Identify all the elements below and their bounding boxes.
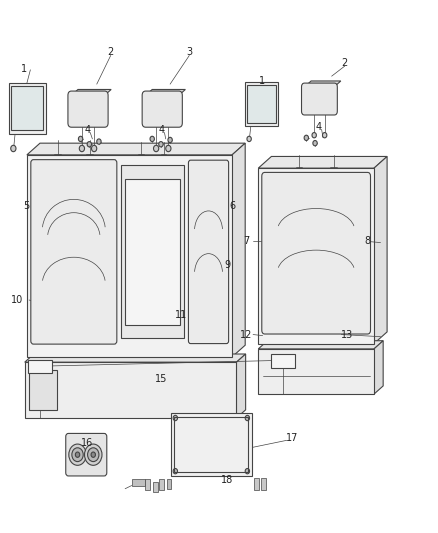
FancyBboxPatch shape bbox=[261, 478, 266, 490]
Polygon shape bbox=[25, 354, 246, 362]
Circle shape bbox=[85, 444, 102, 465]
Polygon shape bbox=[304, 81, 341, 87]
Text: 4: 4 bbox=[158, 125, 164, 135]
Text: 1: 1 bbox=[21, 64, 27, 74]
Text: 11: 11 bbox=[175, 310, 187, 320]
Circle shape bbox=[69, 444, 86, 465]
FancyBboxPatch shape bbox=[125, 179, 180, 325]
Circle shape bbox=[245, 415, 250, 421]
Circle shape bbox=[72, 448, 83, 462]
FancyBboxPatch shape bbox=[27, 155, 232, 357]
Circle shape bbox=[78, 136, 83, 142]
FancyBboxPatch shape bbox=[272, 354, 295, 368]
Text: 4: 4 bbox=[84, 125, 90, 135]
Circle shape bbox=[247, 136, 251, 142]
FancyBboxPatch shape bbox=[29, 370, 57, 410]
FancyBboxPatch shape bbox=[247, 85, 276, 123]
Polygon shape bbox=[232, 143, 245, 357]
Text: 16: 16 bbox=[81, 438, 93, 448]
FancyBboxPatch shape bbox=[245, 82, 278, 126]
FancyBboxPatch shape bbox=[258, 349, 374, 394]
Text: 6: 6 bbox=[229, 201, 235, 212]
Text: 15: 15 bbox=[155, 374, 168, 384]
Text: 12: 12 bbox=[240, 329, 253, 340]
Circle shape bbox=[91, 452, 95, 457]
FancyBboxPatch shape bbox=[66, 433, 107, 476]
Circle shape bbox=[150, 136, 154, 142]
FancyBboxPatch shape bbox=[188, 160, 229, 344]
FancyBboxPatch shape bbox=[258, 168, 374, 344]
Circle shape bbox=[312, 133, 316, 138]
Polygon shape bbox=[374, 157, 387, 344]
Circle shape bbox=[97, 139, 101, 144]
FancyBboxPatch shape bbox=[171, 413, 252, 477]
Text: 9: 9 bbox=[225, 261, 231, 270]
Text: 18: 18 bbox=[221, 475, 233, 485]
Polygon shape bbox=[237, 354, 246, 418]
Circle shape bbox=[153, 146, 159, 152]
FancyBboxPatch shape bbox=[152, 482, 158, 492]
Text: 10: 10 bbox=[11, 295, 23, 305]
Circle shape bbox=[87, 142, 92, 147]
FancyBboxPatch shape bbox=[31, 160, 117, 344]
Text: 5: 5 bbox=[23, 201, 29, 212]
Polygon shape bbox=[374, 341, 383, 394]
FancyBboxPatch shape bbox=[25, 362, 237, 418]
Circle shape bbox=[168, 138, 172, 143]
FancyBboxPatch shape bbox=[145, 479, 150, 490]
FancyBboxPatch shape bbox=[262, 172, 371, 334]
FancyBboxPatch shape bbox=[28, 360, 52, 373]
Polygon shape bbox=[27, 143, 245, 155]
FancyBboxPatch shape bbox=[301, 83, 337, 115]
Text: 17: 17 bbox=[286, 433, 299, 443]
Text: 2: 2 bbox=[108, 47, 114, 57]
Text: 1: 1 bbox=[259, 77, 265, 86]
Circle shape bbox=[166, 146, 171, 152]
Circle shape bbox=[88, 448, 99, 462]
Circle shape bbox=[92, 146, 97, 152]
Circle shape bbox=[75, 452, 80, 457]
FancyBboxPatch shape bbox=[142, 91, 182, 127]
Text: 7: 7 bbox=[244, 236, 250, 246]
Circle shape bbox=[79, 146, 85, 152]
FancyBboxPatch shape bbox=[11, 86, 43, 131]
Text: 8: 8 bbox=[364, 236, 371, 246]
Text: 13: 13 bbox=[341, 329, 353, 340]
Text: 2: 2 bbox=[342, 58, 348, 68]
FancyBboxPatch shape bbox=[9, 83, 46, 134]
Polygon shape bbox=[258, 157, 387, 168]
FancyBboxPatch shape bbox=[166, 479, 171, 489]
Polygon shape bbox=[146, 90, 185, 95]
Polygon shape bbox=[258, 341, 383, 349]
FancyBboxPatch shape bbox=[68, 91, 108, 127]
FancyBboxPatch shape bbox=[121, 165, 184, 338]
Circle shape bbox=[173, 415, 177, 421]
Polygon shape bbox=[71, 90, 111, 95]
Circle shape bbox=[159, 142, 163, 147]
Text: 4: 4 bbox=[315, 122, 321, 132]
Circle shape bbox=[245, 469, 250, 474]
Circle shape bbox=[11, 146, 16, 152]
Circle shape bbox=[322, 133, 327, 138]
Circle shape bbox=[304, 135, 308, 141]
FancyBboxPatch shape bbox=[159, 479, 164, 490]
Circle shape bbox=[313, 141, 317, 146]
FancyBboxPatch shape bbox=[254, 478, 259, 490]
FancyBboxPatch shape bbox=[132, 479, 145, 486]
Text: 3: 3 bbox=[186, 47, 192, 57]
Circle shape bbox=[173, 469, 177, 474]
